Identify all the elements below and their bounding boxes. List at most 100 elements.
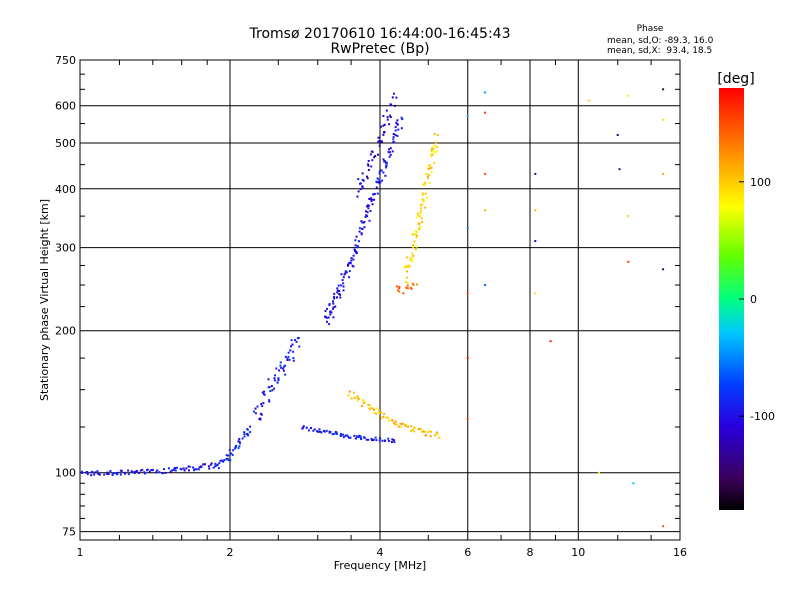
trace-point bbox=[361, 178, 364, 181]
trace-point bbox=[412, 428, 414, 431]
trace-point bbox=[410, 429, 413, 432]
trace-point bbox=[169, 470, 172, 473]
colorbar-tick-label: 0 bbox=[750, 293, 757, 306]
trace-point bbox=[326, 307, 328, 310]
trace-point bbox=[424, 206, 427, 209]
trace-point bbox=[378, 140, 381, 142]
trace-point bbox=[209, 463, 212, 466]
x-tick-label: 16 bbox=[673, 546, 687, 559]
trace-point bbox=[155, 471, 157, 474]
trace-point bbox=[430, 166, 433, 169]
trace-point bbox=[200, 466, 203, 468]
trace-point bbox=[387, 151, 390, 154]
trace-point bbox=[375, 186, 378, 189]
trace-point bbox=[232, 449, 235, 452]
trace-point bbox=[111, 474, 114, 476]
trace-point bbox=[259, 417, 262, 420]
trace-point bbox=[348, 390, 351, 393]
trace-point bbox=[407, 264, 410, 267]
trace-point bbox=[397, 128, 400, 131]
trace-point bbox=[212, 466, 215, 469]
trace-point bbox=[357, 397, 360, 400]
trace-point bbox=[188, 465, 191, 468]
trace-point bbox=[335, 431, 338, 434]
trace-point bbox=[371, 203, 374, 206]
trace-point bbox=[366, 215, 369, 218]
trace-point bbox=[349, 436, 352, 439]
trace-point bbox=[292, 357, 295, 359]
trace-point bbox=[394, 126, 397, 128]
trace-point bbox=[234, 447, 237, 450]
trace-point bbox=[362, 179, 365, 182]
trace-point bbox=[282, 367, 285, 370]
colorbar-tick-label: -100 bbox=[750, 410, 775, 423]
trace-point bbox=[207, 465, 210, 468]
trace-point bbox=[384, 174, 387, 177]
trace-point bbox=[357, 240, 360, 243]
trace-point bbox=[430, 149, 433, 152]
trace-point bbox=[418, 427, 421, 430]
trace-point bbox=[358, 434, 361, 437]
trace-point bbox=[179, 467, 182, 470]
trace-point bbox=[261, 391, 264, 394]
phase-line-o: mean, sd,O: -89.3, 16.0 bbox=[607, 36, 714, 46]
trace-point bbox=[143, 471, 146, 474]
trace-point bbox=[434, 434, 437, 437]
trace-point bbox=[313, 428, 316, 431]
trace-point bbox=[138, 471, 140, 474]
trace-point bbox=[425, 434, 427, 437]
trace-point bbox=[430, 153, 433, 156]
trace-point bbox=[433, 145, 436, 148]
trace-point bbox=[329, 313, 332, 316]
trace-point bbox=[141, 468, 144, 471]
trace-point bbox=[390, 441, 393, 443]
y-tick-label: 500 bbox=[55, 137, 76, 150]
trace-point bbox=[406, 281, 409, 284]
y-axis-ticks: 75 100 200 300 400 500 600 750 bbox=[55, 54, 680, 539]
trace-point bbox=[385, 161, 388, 164]
trace-point bbox=[340, 273, 343, 276]
trace-point bbox=[185, 467, 188, 470]
trace-point bbox=[406, 276, 409, 279]
trace-point bbox=[394, 129, 397, 132]
trace-point bbox=[326, 320, 328, 323]
trace-point bbox=[333, 297, 336, 300]
trace-point bbox=[331, 433, 334, 436]
trace-point bbox=[302, 426, 305, 429]
trace-point bbox=[363, 226, 366, 229]
trace-point bbox=[312, 429, 315, 432]
trace-point bbox=[367, 204, 370, 207]
trace-point bbox=[385, 416, 388, 419]
trace-point bbox=[378, 181, 381, 183]
trace-point bbox=[341, 279, 344, 282]
trace-point bbox=[415, 236, 418, 239]
trace-point bbox=[391, 150, 394, 153]
echo-point bbox=[534, 209, 537, 212]
trace-point bbox=[238, 440, 241, 443]
trace-point bbox=[336, 289, 339, 292]
trace-point bbox=[419, 204, 422, 207]
trace-point bbox=[373, 156, 376, 159]
trace-point bbox=[357, 436, 360, 439]
trace-point bbox=[391, 96, 394, 99]
trace-point bbox=[307, 429, 310, 432]
trace-point bbox=[339, 433, 342, 435]
trace-point bbox=[370, 200, 373, 202]
echo-point bbox=[627, 215, 630, 218]
trace-point bbox=[407, 425, 410, 428]
x-tick-label: 6 bbox=[464, 546, 471, 559]
trace-point bbox=[422, 199, 425, 202]
trace-point bbox=[344, 270, 347, 273]
trace-point bbox=[363, 436, 366, 439]
trace-point bbox=[323, 429, 325, 432]
trace-point bbox=[389, 116, 392, 118]
trace-point bbox=[187, 465, 190, 468]
trace-point bbox=[84, 471, 87, 474]
x-tick-label: 8 bbox=[527, 546, 534, 559]
trace-point bbox=[268, 386, 271, 389]
trace-point bbox=[228, 449, 231, 452]
trace-point bbox=[156, 469, 159, 472]
trace-point bbox=[393, 441, 396, 443]
trace-point bbox=[389, 147, 392, 150]
trace-point bbox=[406, 287, 409, 290]
